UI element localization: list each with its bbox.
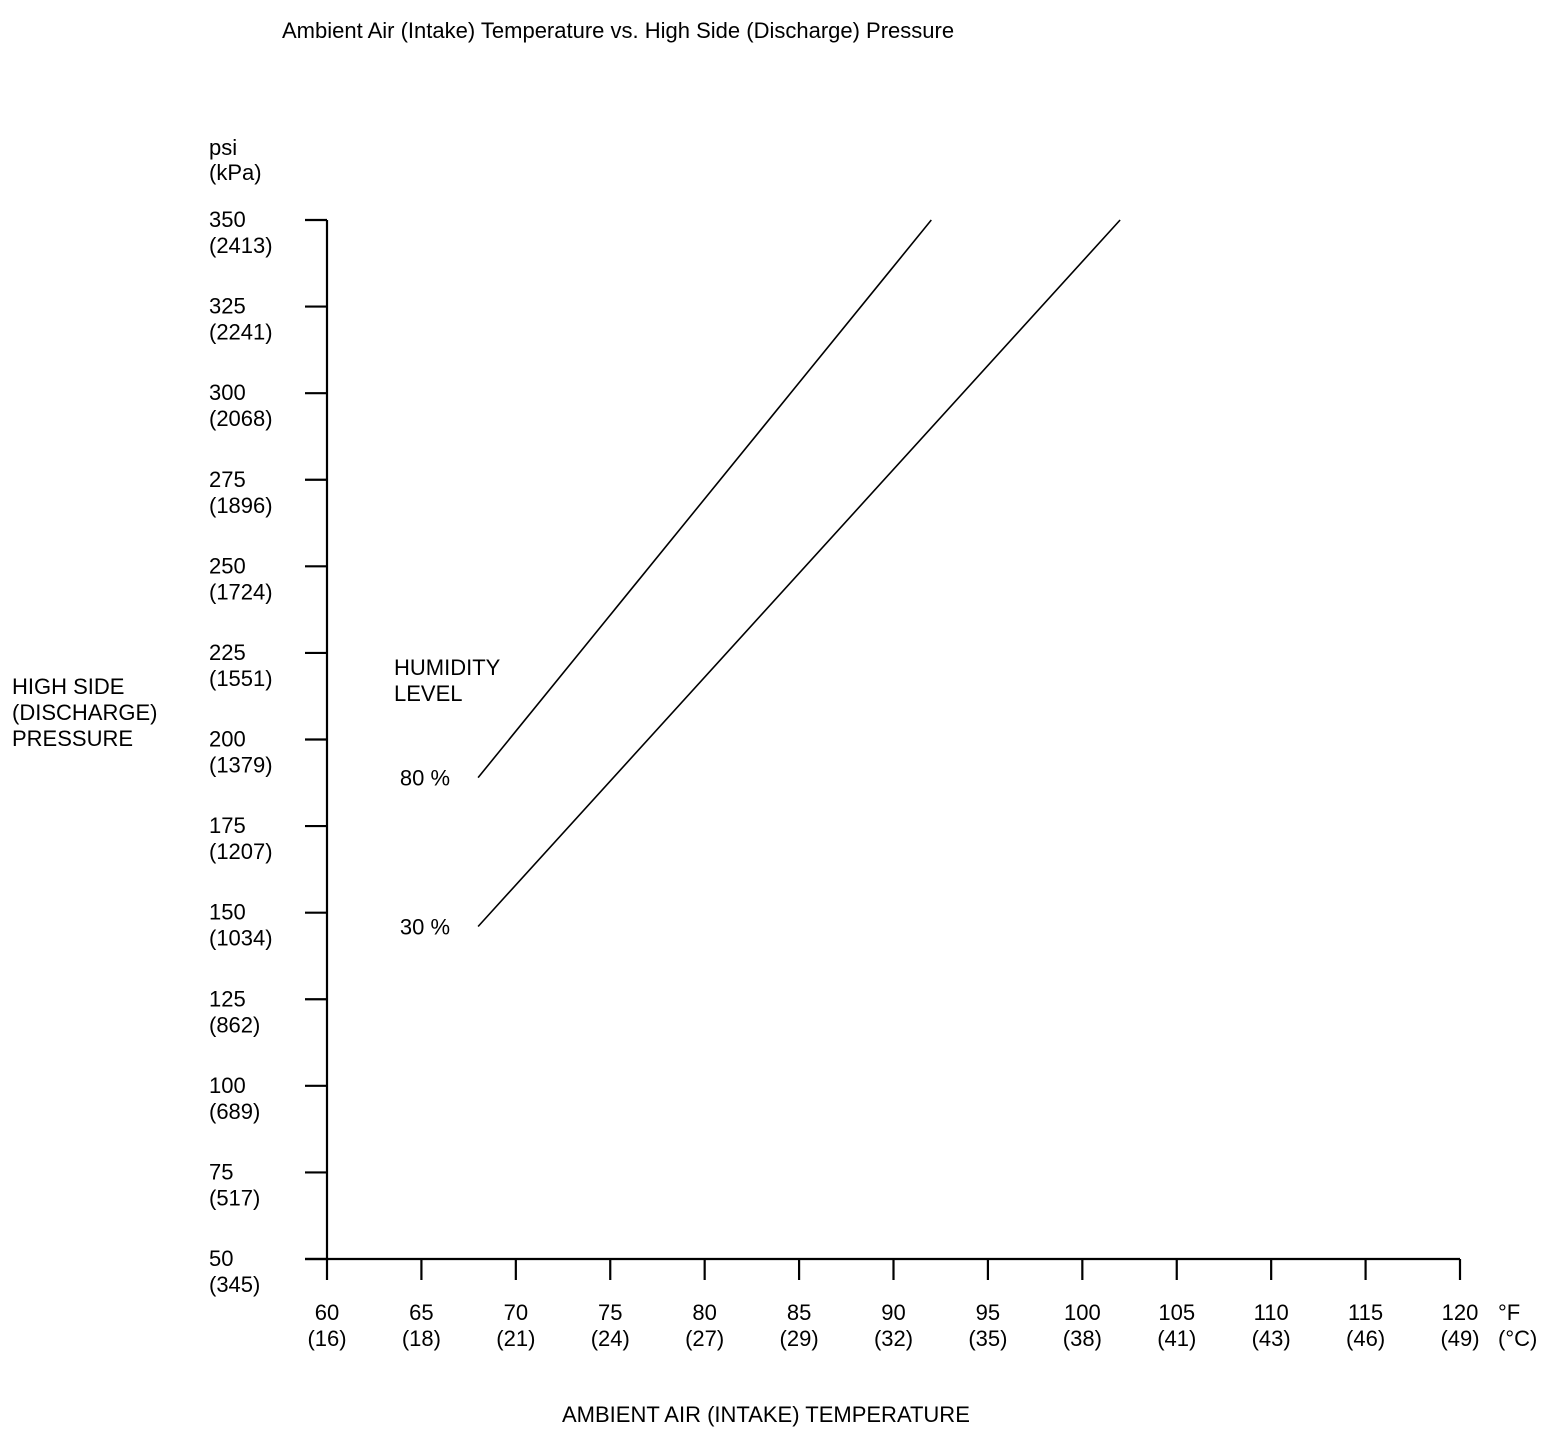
y-unit-label: psi (kPa): [209, 135, 262, 185]
x-tick-sublabel: (29): [780, 1326, 819, 1351]
chart-title: Ambient Air (Intake) Temperature vs. Hig…: [282, 18, 954, 43]
y-tick-label: 50: [209, 1246, 233, 1271]
y-tick-label: 150: [209, 900, 246, 925]
series-line: [477, 219, 932, 779]
y-axis-label-line: (DISCHARGE): [12, 700, 157, 725]
y-tick-sublabel: (2241): [209, 320, 273, 345]
y-axis-label: HIGH SIDE (DISCHARGE) PRESSURE: [12, 674, 164, 751]
x-tick-label: 60: [315, 1300, 339, 1325]
x-tick-label: 95: [976, 1300, 1000, 1325]
y-unit-line: (kPa): [209, 160, 262, 185]
x-tick-sublabel: (24): [591, 1326, 630, 1351]
y-tick-label: 225: [209, 640, 246, 665]
y-tick-label: 300: [209, 380, 246, 405]
y-tick-label: 325: [209, 294, 246, 319]
x-tick-label: 120: [1442, 1300, 1479, 1325]
x-tick-sublabel: (46): [1346, 1326, 1385, 1351]
x-tick-label: 105: [1158, 1300, 1195, 1325]
y-tick-sublabel: (1724): [209, 579, 273, 604]
x-tick-sublabel: (27): [685, 1326, 724, 1351]
x-tick-sublabel: (35): [968, 1326, 1007, 1351]
x-tick-sublabel: (18): [402, 1326, 441, 1351]
x-tick-label: 85: [787, 1300, 811, 1325]
x-tick-sublabel: (41): [1157, 1326, 1196, 1351]
humidity-annotation: HUMIDITY LEVEL: [394, 655, 506, 706]
y-tick-sublabel: (345): [209, 1272, 260, 1297]
x-tick-sublabel: (49): [1440, 1326, 1479, 1351]
y-tick-label: 250: [209, 553, 246, 578]
y-tick-label: 275: [209, 467, 246, 492]
x-tick-label: 80: [692, 1300, 716, 1325]
y-tick-label: 100: [209, 1073, 246, 1098]
x-tick-label: 115: [1348, 1300, 1383, 1325]
x-tick-label: 110: [1254, 1300, 1289, 1325]
x-tick-sublabel: (32): [874, 1326, 913, 1351]
series-label: 80 %: [400, 766, 450, 791]
y-tick-sublabel: (862): [209, 1012, 260, 1037]
x-tick-sublabel: (16): [307, 1326, 346, 1351]
x-tick-label: 90: [881, 1300, 905, 1325]
humidity-annotation-line: LEVEL: [394, 681, 463, 706]
x-tick-label: 100: [1064, 1300, 1101, 1325]
y-tick-sublabel: (1034): [209, 926, 273, 951]
x-axis-label: AMBIENT AIR (INTAKE) TEMPERATURE: [562, 1402, 970, 1427]
y-tick-sublabel: (2413): [209, 233, 273, 258]
y-tick-sublabel: (1551): [209, 666, 273, 691]
y-tick-sublabel: (2068): [209, 406, 273, 431]
series-group: 80 % 30 %: [400, 219, 1121, 940]
x-tick-sublabel: (38): [1063, 1326, 1102, 1351]
x-tick-sublabel: (43): [1252, 1326, 1291, 1351]
y-tick-sublabel: (689): [209, 1099, 260, 1124]
x-ticks: 60(16)65(18)70(21)75(24)80(27)85(29)90(3…: [307, 1259, 1480, 1351]
y-tick-label: 75: [209, 1159, 233, 1184]
y-unit-line: psi: [209, 135, 237, 160]
y-tick-label: 125: [209, 986, 246, 1011]
x-tick-label: 70: [504, 1300, 528, 1325]
series-label: 30 %: [400, 915, 450, 940]
y-tick-sublabel: (1207): [209, 839, 273, 864]
x-tick-sublabel: (21): [496, 1326, 535, 1351]
x-unit-line: (°C): [1498, 1326, 1537, 1351]
y-axis-label-line: HIGH SIDE: [12, 674, 124, 699]
y-tick-label: 200: [209, 727, 246, 752]
y-ticks: 350(2413)325(2241)300(2068)275(1896)250(…: [209, 207, 327, 1297]
y-tick-label: 175: [209, 813, 246, 838]
x-tick-label: 65: [409, 1300, 433, 1325]
humidity-annotation-line: HUMIDITY: [394, 655, 501, 680]
y-axis-label-line: PRESSURE: [12, 726, 133, 751]
y-tick-sublabel: (1379): [209, 753, 273, 778]
y-tick-label: 350: [209, 207, 246, 232]
x-unit-label: °F (°C): [1498, 1300, 1537, 1351]
y-tick-sublabel: (517): [209, 1185, 260, 1210]
y-tick-sublabel: (1896): [209, 493, 273, 518]
series-line: [477, 219, 1121, 928]
x-tick-label: 75: [598, 1300, 622, 1325]
x-unit-line: °F: [1498, 1300, 1520, 1325]
